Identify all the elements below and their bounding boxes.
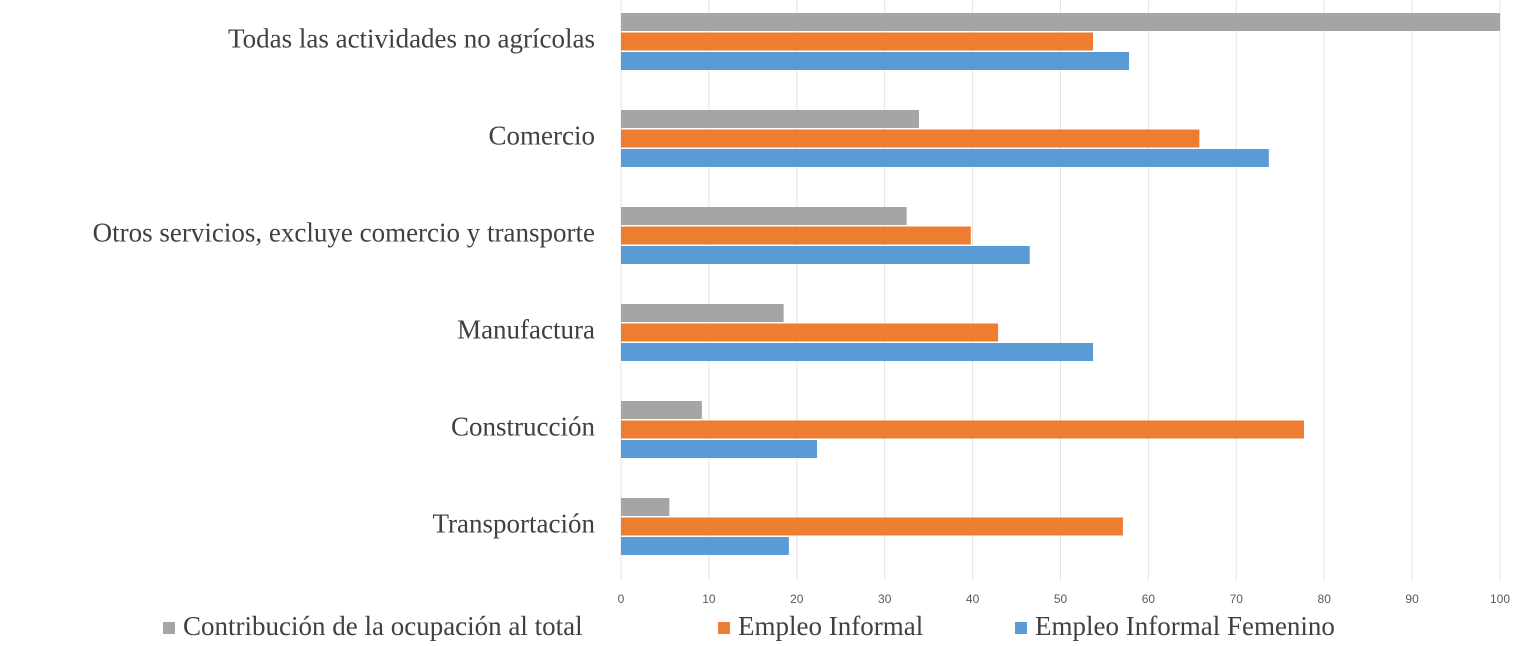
y-tick-label: Otros servicios, excluye comercio y tran… xyxy=(93,218,595,248)
bar xyxy=(621,226,971,245)
legend-swatch xyxy=(163,622,175,634)
bar xyxy=(621,246,1030,264)
legend-swatch xyxy=(718,622,730,634)
y-tick-label: Todas las actividades no agrícolas xyxy=(228,24,595,54)
bar xyxy=(621,537,789,555)
bar xyxy=(621,129,1200,148)
legend-label: Contribución de la ocupación al total xyxy=(183,611,583,641)
bar xyxy=(621,498,670,516)
bar xyxy=(621,323,999,342)
x-tick-label: 90 xyxy=(1405,592,1419,606)
x-tick-label: 80 xyxy=(1318,592,1332,606)
x-tick-label: 0 xyxy=(618,592,625,606)
bar xyxy=(621,517,1123,536)
bar xyxy=(621,401,702,419)
legend-label: Empleo Informal Femenino xyxy=(1035,611,1335,641)
bar xyxy=(621,343,1094,361)
y-tick-label: Manufactura xyxy=(457,315,595,345)
x-tick-label: 30 xyxy=(878,592,892,606)
y-tick-label: Transportación xyxy=(433,509,596,539)
y-tick-label: Construcción xyxy=(451,412,595,442)
bar xyxy=(621,110,919,128)
x-tick-label: 100 xyxy=(1490,592,1510,606)
legend-label: Empleo Informal xyxy=(738,611,923,641)
bar xyxy=(621,149,1269,167)
x-tick-label: 70 xyxy=(1230,592,1244,606)
x-tick-label: 10 xyxy=(702,592,716,606)
y-tick-label: Comercio xyxy=(489,121,595,151)
x-tick-label: 50 xyxy=(1054,592,1068,606)
bar xyxy=(621,32,1094,51)
bar xyxy=(621,304,784,322)
bar xyxy=(621,207,907,225)
bar xyxy=(621,420,1304,439)
bar xyxy=(621,440,818,458)
x-tick-label: 40 xyxy=(966,592,980,606)
x-tick-label: 20 xyxy=(790,592,804,606)
bar xyxy=(621,52,1130,70)
bar xyxy=(621,13,1500,31)
legend-swatch xyxy=(1015,622,1027,634)
x-tick-label: 60 xyxy=(1142,592,1156,606)
